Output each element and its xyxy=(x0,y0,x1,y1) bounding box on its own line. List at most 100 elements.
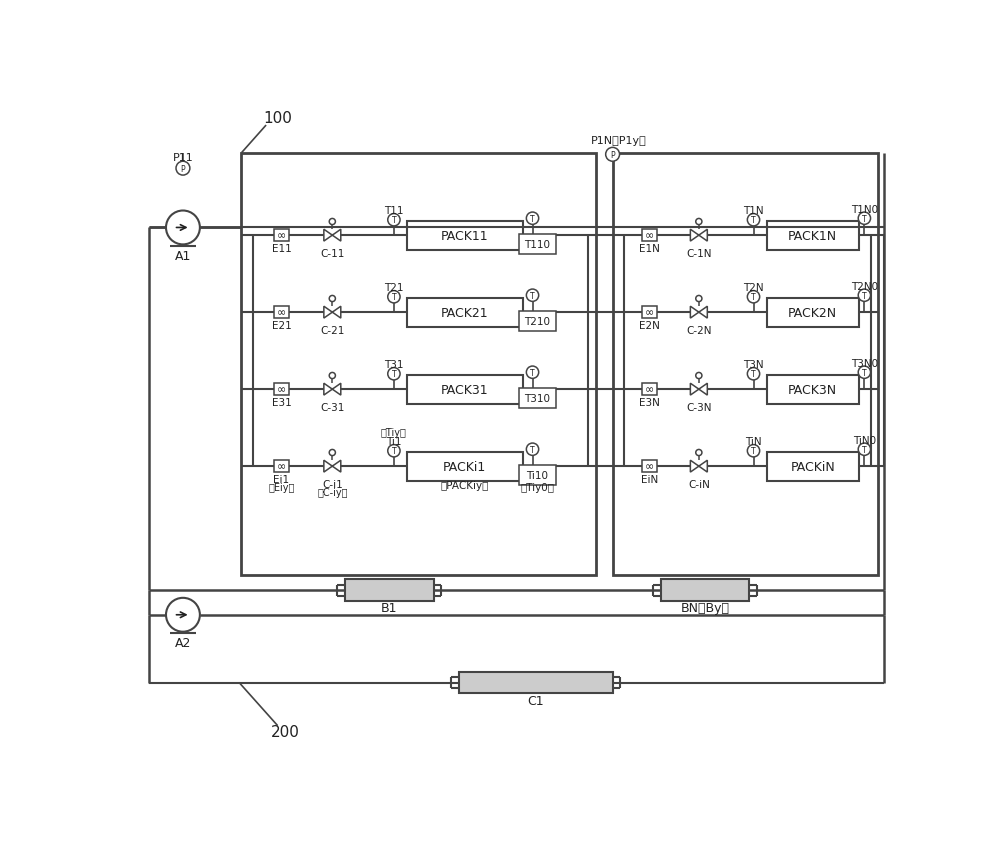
Text: （C-iy）: （C-iy） xyxy=(317,487,348,497)
Text: PACK31: PACK31 xyxy=(441,383,489,396)
Bar xyxy=(407,375,523,404)
Bar xyxy=(274,307,289,318)
Text: T: T xyxy=(751,446,756,456)
Text: C-21: C-21 xyxy=(320,326,345,335)
Text: PACKiN: PACKiN xyxy=(790,460,835,473)
Bar xyxy=(274,461,289,473)
Bar xyxy=(274,384,289,396)
Bar xyxy=(767,298,859,327)
Text: C-iN: C-iN xyxy=(688,479,710,490)
Polygon shape xyxy=(332,461,341,473)
Text: T1N0: T1N0 xyxy=(851,205,878,214)
Circle shape xyxy=(696,450,702,456)
Circle shape xyxy=(858,366,871,379)
Text: T310: T310 xyxy=(524,393,550,403)
Text: P: P xyxy=(610,150,615,160)
Circle shape xyxy=(858,213,871,225)
Text: T110: T110 xyxy=(524,240,550,249)
Circle shape xyxy=(176,162,190,176)
Bar xyxy=(642,307,657,318)
Polygon shape xyxy=(699,307,707,319)
Text: T: T xyxy=(751,370,756,379)
Text: T: T xyxy=(530,445,535,454)
Text: T: T xyxy=(862,214,867,224)
Text: E21: E21 xyxy=(272,321,291,331)
Bar xyxy=(407,221,523,251)
Text: Ti1: Ti1 xyxy=(386,436,402,446)
Bar xyxy=(661,580,749,601)
Text: E11: E11 xyxy=(272,244,291,254)
Polygon shape xyxy=(690,307,699,319)
Circle shape xyxy=(166,598,200,632)
Polygon shape xyxy=(690,230,699,241)
Circle shape xyxy=(526,289,539,302)
Text: BN（By）: BN（By） xyxy=(680,602,730,614)
Text: PACK21: PACK21 xyxy=(441,306,489,319)
Text: T: T xyxy=(862,445,867,454)
Bar xyxy=(407,298,523,327)
Text: T: T xyxy=(530,291,535,300)
Bar xyxy=(519,311,556,331)
Polygon shape xyxy=(699,230,707,241)
Bar xyxy=(519,235,556,254)
Text: T: T xyxy=(392,370,396,379)
Text: ∞: ∞ xyxy=(277,231,286,241)
Text: PACK2N: PACK2N xyxy=(788,306,837,319)
Bar xyxy=(274,230,289,241)
Text: T31: T31 xyxy=(384,360,404,370)
Text: C-1N: C-1N xyxy=(686,249,712,258)
Polygon shape xyxy=(324,307,332,319)
Circle shape xyxy=(747,445,760,457)
Text: C-3N: C-3N xyxy=(686,403,712,413)
Text: T1N: T1N xyxy=(743,205,764,215)
Text: A2: A2 xyxy=(175,636,191,649)
Text: Ei1: Ei1 xyxy=(273,474,290,484)
Text: T11: T11 xyxy=(384,205,404,215)
Circle shape xyxy=(747,368,760,381)
Text: P11: P11 xyxy=(173,154,193,163)
Circle shape xyxy=(388,445,400,457)
Text: C1: C1 xyxy=(527,694,544,707)
Circle shape xyxy=(858,289,871,302)
Text: T210: T210 xyxy=(524,316,550,327)
Text: T2N0: T2N0 xyxy=(851,282,878,292)
Circle shape xyxy=(166,211,200,245)
Circle shape xyxy=(696,296,702,302)
Text: ∞: ∞ xyxy=(645,308,654,318)
Bar xyxy=(613,154,878,575)
Bar xyxy=(767,375,859,404)
Text: T: T xyxy=(530,368,535,377)
Bar xyxy=(642,230,657,241)
Text: C-31: C-31 xyxy=(320,403,345,413)
Text: PACK1N: PACK1N xyxy=(788,230,837,242)
Text: ∞: ∞ xyxy=(277,462,286,472)
Text: T21: T21 xyxy=(384,283,404,292)
Text: E3N: E3N xyxy=(639,398,660,408)
Circle shape xyxy=(696,373,702,379)
Circle shape xyxy=(747,214,760,227)
Polygon shape xyxy=(699,384,707,396)
Circle shape xyxy=(526,444,539,456)
Text: P1N（P1y）: P1N（P1y） xyxy=(591,136,647,146)
Bar xyxy=(519,465,556,485)
Text: T2N: T2N xyxy=(743,283,764,292)
Text: C-i1: C-i1 xyxy=(322,479,343,490)
Circle shape xyxy=(329,450,335,456)
Text: ∞: ∞ xyxy=(645,462,654,472)
Text: PACKi1: PACKi1 xyxy=(443,460,486,473)
Circle shape xyxy=(696,219,702,225)
Circle shape xyxy=(329,219,335,225)
Text: PACK11: PACK11 xyxy=(441,230,489,242)
Polygon shape xyxy=(690,384,699,396)
Circle shape xyxy=(329,373,335,379)
Polygon shape xyxy=(324,384,332,396)
Circle shape xyxy=(526,366,539,379)
Circle shape xyxy=(388,291,400,304)
Polygon shape xyxy=(690,461,699,473)
Text: TiN: TiN xyxy=(745,436,762,446)
Text: T: T xyxy=(862,368,867,377)
Circle shape xyxy=(388,214,400,227)
Text: C-11: C-11 xyxy=(320,249,345,258)
Text: Ti10: Ti10 xyxy=(526,470,548,480)
Text: EiN: EiN xyxy=(641,474,658,484)
